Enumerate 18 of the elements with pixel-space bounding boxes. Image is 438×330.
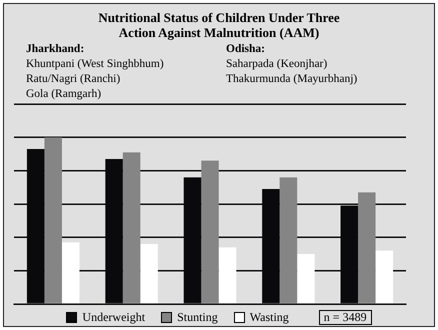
bar — [201, 160, 219, 304]
text: Odisha: Saharpada (Keonjhar) Thakurmunda (Mayurbhanj) — [226, 42, 358, 87]
bar — [140, 244, 158, 304]
chart-title: Nutritional Status of Children Under Three — [97, 10, 341, 26]
bar — [376, 250, 394, 304]
legend-label: Wasting — [250, 310, 289, 325]
bar — [280, 177, 298, 304]
bar — [62, 242, 80, 304]
bar — [297, 254, 315, 304]
bar — [44, 137, 62, 304]
text: Jharkhand: Khuntpani (West Singhbhum) Ratu/Nagri (Ranchi) Gola (Ramgarh) — [26, 42, 164, 102]
bar — [218, 247, 236, 304]
text: n = 3489 — [318, 310, 372, 325]
bar — [358, 192, 376, 304]
bar — [122, 152, 140, 304]
chart-subtitle: Action Against Malnutrition (AAM) — [118, 25, 320, 41]
legend-label: Underweight — [82, 310, 146, 325]
legend-label: Stunting — [177, 310, 218, 325]
